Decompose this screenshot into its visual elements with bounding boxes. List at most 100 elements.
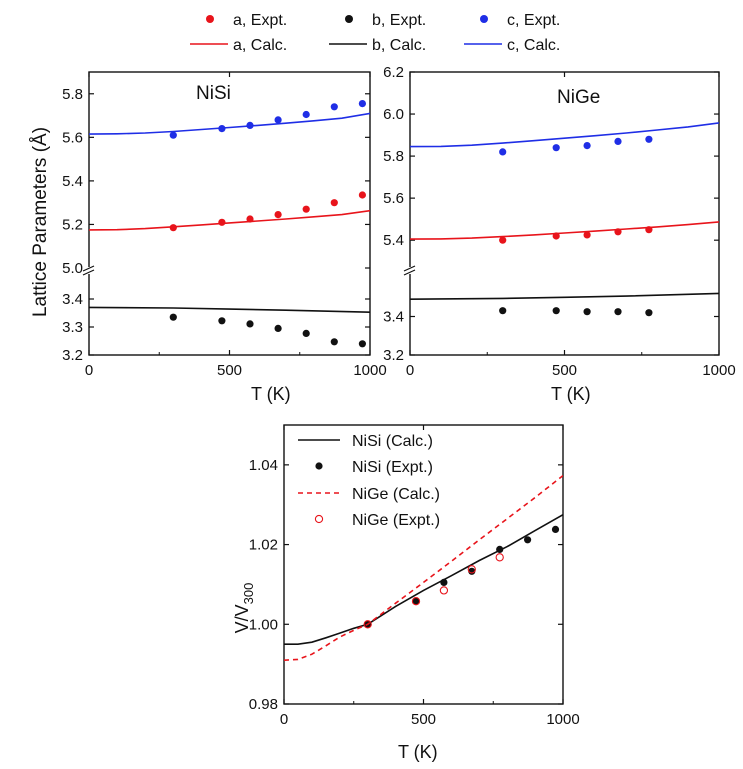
panel-nige: 0 500 1000 5.4 5.6 5.8 6.0 6.2 3.2 3.4	[383, 64, 736, 379]
y-tick-label: 3.4	[62, 291, 83, 308]
data-point-a-expt	[358, 191, 366, 199]
x-tick-label: 0	[85, 362, 93, 379]
data-point-nisi-expt	[524, 536, 532, 544]
data-point-a-expt	[552, 232, 560, 240]
data-point-nisi-expt	[496, 545, 504, 554]
data-point-nisi-expt	[468, 567, 476, 575]
data-point-c-expt	[218, 125, 226, 133]
data-point-b-expt	[218, 317, 226, 325]
data-point-b-expt	[645, 309, 653, 317]
legend-item-a-expt: a, Expt.	[206, 12, 287, 29]
axis-break-mark	[82, 265, 95, 272]
legend-label: NiGe (Calc.)	[352, 486, 440, 503]
data-point-nige-expt	[411, 597, 421, 606]
data-point-c-expt	[583, 142, 591, 150]
data-layer	[410, 122, 719, 317]
y-tick-label: 5.4	[383, 232, 404, 249]
legend-label: c, Expt.	[507, 12, 560, 29]
series-line-a-calc	[410, 221, 719, 240]
data-point-nige-expt	[495, 553, 504, 562]
legend-volume: NiSi (Calc.) NiSi (Expt.) NiGe (Calc.) N…	[298, 433, 440, 529]
y-tick-label: 5.4	[62, 173, 83, 190]
data-point-a-expt	[645, 226, 653, 234]
legend-label: a, Expt.	[233, 12, 287, 29]
data-point-nisi-expt	[412, 597, 420, 605]
axis-break-gap	[404, 267, 416, 274]
data-point-c-expt	[552, 144, 560, 152]
series-line-b-calc	[89, 306, 370, 313]
legend-label: a, Calc.	[233, 37, 287, 54]
data-point-a-expt	[302, 205, 310, 213]
data-point-nige-expt	[363, 620, 372, 629]
panel-volume: 0 500 1000 0.98 1.00 1.02 1.04	[249, 424, 580, 728]
y-tick-label: 3.4	[383, 309, 404, 326]
svg-text:V/V300: V/V300	[232, 583, 256, 634]
x-tick-label: 0	[406, 362, 414, 379]
legend-item-b-calc: b, Calc.	[329, 37, 426, 54]
axis-break-mark	[82, 269, 95, 276]
data-point-b-expt	[274, 324, 282, 332]
y-axis-label-volume: V/V300	[232, 583, 256, 634]
data-point-b-expt	[330, 338, 338, 346]
y-tick-label: 3.2	[383, 347, 404, 364]
data-point-c-expt	[330, 103, 338, 111]
legend-marker	[315, 462, 323, 470]
x-tick-label: 500	[552, 362, 577, 379]
data-point-b-expt	[552, 307, 560, 315]
series-line-b-calc	[410, 292, 719, 300]
y-tick-label: 1.02	[249, 537, 278, 554]
panel-title-nige: NiGe	[557, 87, 600, 108]
y-tick-label: 1.00	[249, 616, 278, 633]
y-tick-label: 5.8	[62, 86, 83, 103]
data-point-a-expt	[218, 218, 226, 226]
y-tick-label: 6.2	[383, 64, 404, 81]
series-line-c-calc	[89, 112, 370, 135]
legend-label: NiSi (Calc.)	[352, 433, 433, 450]
data-point-c-expt	[246, 121, 254, 129]
x-tick-label: 1000	[353, 362, 386, 379]
axis-break-mark	[403, 265, 416, 272]
data-point-a-expt	[330, 199, 338, 207]
data-point-a-expt	[274, 211, 282, 219]
legend-marker	[206, 15, 214, 23]
axis-break-gap	[83, 267, 95, 274]
data-point-c-expt	[499, 148, 507, 156]
data-point-b-expt	[583, 308, 591, 316]
legend-item-nisi-expt: NiSi (Expt.)	[315, 459, 433, 476]
legend-item-nige-expt: NiGe (Expt.)	[314, 512, 440, 529]
legend-item-nige-calc: NiGe (Calc.)	[298, 486, 440, 503]
legend-marker	[480, 15, 488, 23]
data-point-c-expt	[274, 116, 282, 124]
x-axis-label-nisi: T (K)	[251, 384, 291, 404]
data-layer	[89, 100, 370, 348]
legend-label: NiSi (Expt.)	[352, 459, 433, 476]
data-point-nisi-expt	[551, 525, 560, 534]
data-point-a-expt	[499, 236, 507, 244]
y-label-main: V/V	[232, 604, 252, 633]
legend-item-b-expt: b, Expt.	[345, 12, 426, 29]
legend-item-c-expt: c, Expt.	[480, 12, 560, 29]
legend-label: b, Expt.	[372, 12, 426, 29]
legend-top: a, Expt. b, Expt. c, Expt. a, Calc. b, C…	[190, 12, 560, 54]
legend-item-a-calc: a, Calc.	[190, 37, 287, 54]
axis-break-mark	[403, 269, 416, 276]
y-tick-label: 6.0	[383, 106, 404, 123]
y-tick-label: 5.0	[62, 260, 83, 277]
y-tick-label: 5.6	[62, 129, 83, 146]
data-point-c-expt	[169, 131, 177, 139]
data-point-b-expt	[614, 308, 622, 316]
data-point-nige-expt	[467, 565, 476, 574]
data-point-a-expt	[169, 224, 177, 232]
panel-title-nisi: NiSi	[196, 83, 231, 104]
plot-frame	[409, 71, 720, 356]
y-tick-label: 5.2	[62, 216, 83, 233]
x-tick-label: 0	[280, 711, 288, 728]
y-tick-label: 1.04	[249, 457, 278, 474]
data-point-b-expt	[169, 313, 177, 321]
x-tick-label: 500	[217, 362, 242, 379]
series-line-nige-calc	[284, 474, 563, 661]
legend-marker	[314, 514, 324, 524]
data-point-c-expt	[302, 110, 310, 119]
data-point-c-expt	[614, 137, 622, 145]
